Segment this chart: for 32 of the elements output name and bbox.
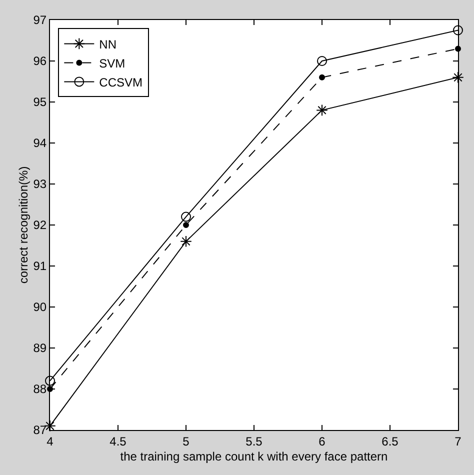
x-axis-title: the training sample count k with every face pattern (120, 449, 388, 464)
x-tick-label: 7 (454, 434, 462, 448)
point (316, 104, 328, 116)
point (180, 236, 192, 248)
x-tick-label: 4 (46, 434, 54, 448)
x-tick-label: 4.5 (110, 434, 127, 448)
point (453, 25, 463, 36)
y-tick-label: 97 (33, 13, 47, 28)
x-tick-label: 6 (318, 434, 326, 448)
y-tick-label: 94 (33, 136, 47, 150)
x-tick-label: 5.5 (246, 434, 263, 448)
y-tick-label: 87 (33, 423, 47, 438)
legend-label: CCSVM (99, 75, 143, 90)
y-axis-title: correct recognition(%) (16, 166, 31, 284)
point (45, 376, 55, 386)
x-tick-label: 5 (182, 434, 190, 448)
y-tick-label: 93 (33, 177, 47, 192)
y-tick-label: 89 (33, 341, 47, 356)
y-tick-label: 88 (33, 382, 47, 396)
y-tick-label: 92 (33, 218, 47, 232)
y-tick-label: 90 (33, 300, 47, 314)
point (183, 222, 189, 228)
y-tick-label: 95 (33, 95, 47, 110)
point (317, 56, 327, 66)
x-tick-label: 6.5 (382, 434, 399, 448)
y-tick-label: 91 (33, 259, 47, 274)
legend-label: NN (99, 37, 117, 52)
point (452, 72, 464, 84)
point (319, 74, 325, 80)
point (181, 212, 191, 222)
y-tick-label: 96 (33, 54, 47, 68)
legend-label: SVM (99, 56, 126, 70)
